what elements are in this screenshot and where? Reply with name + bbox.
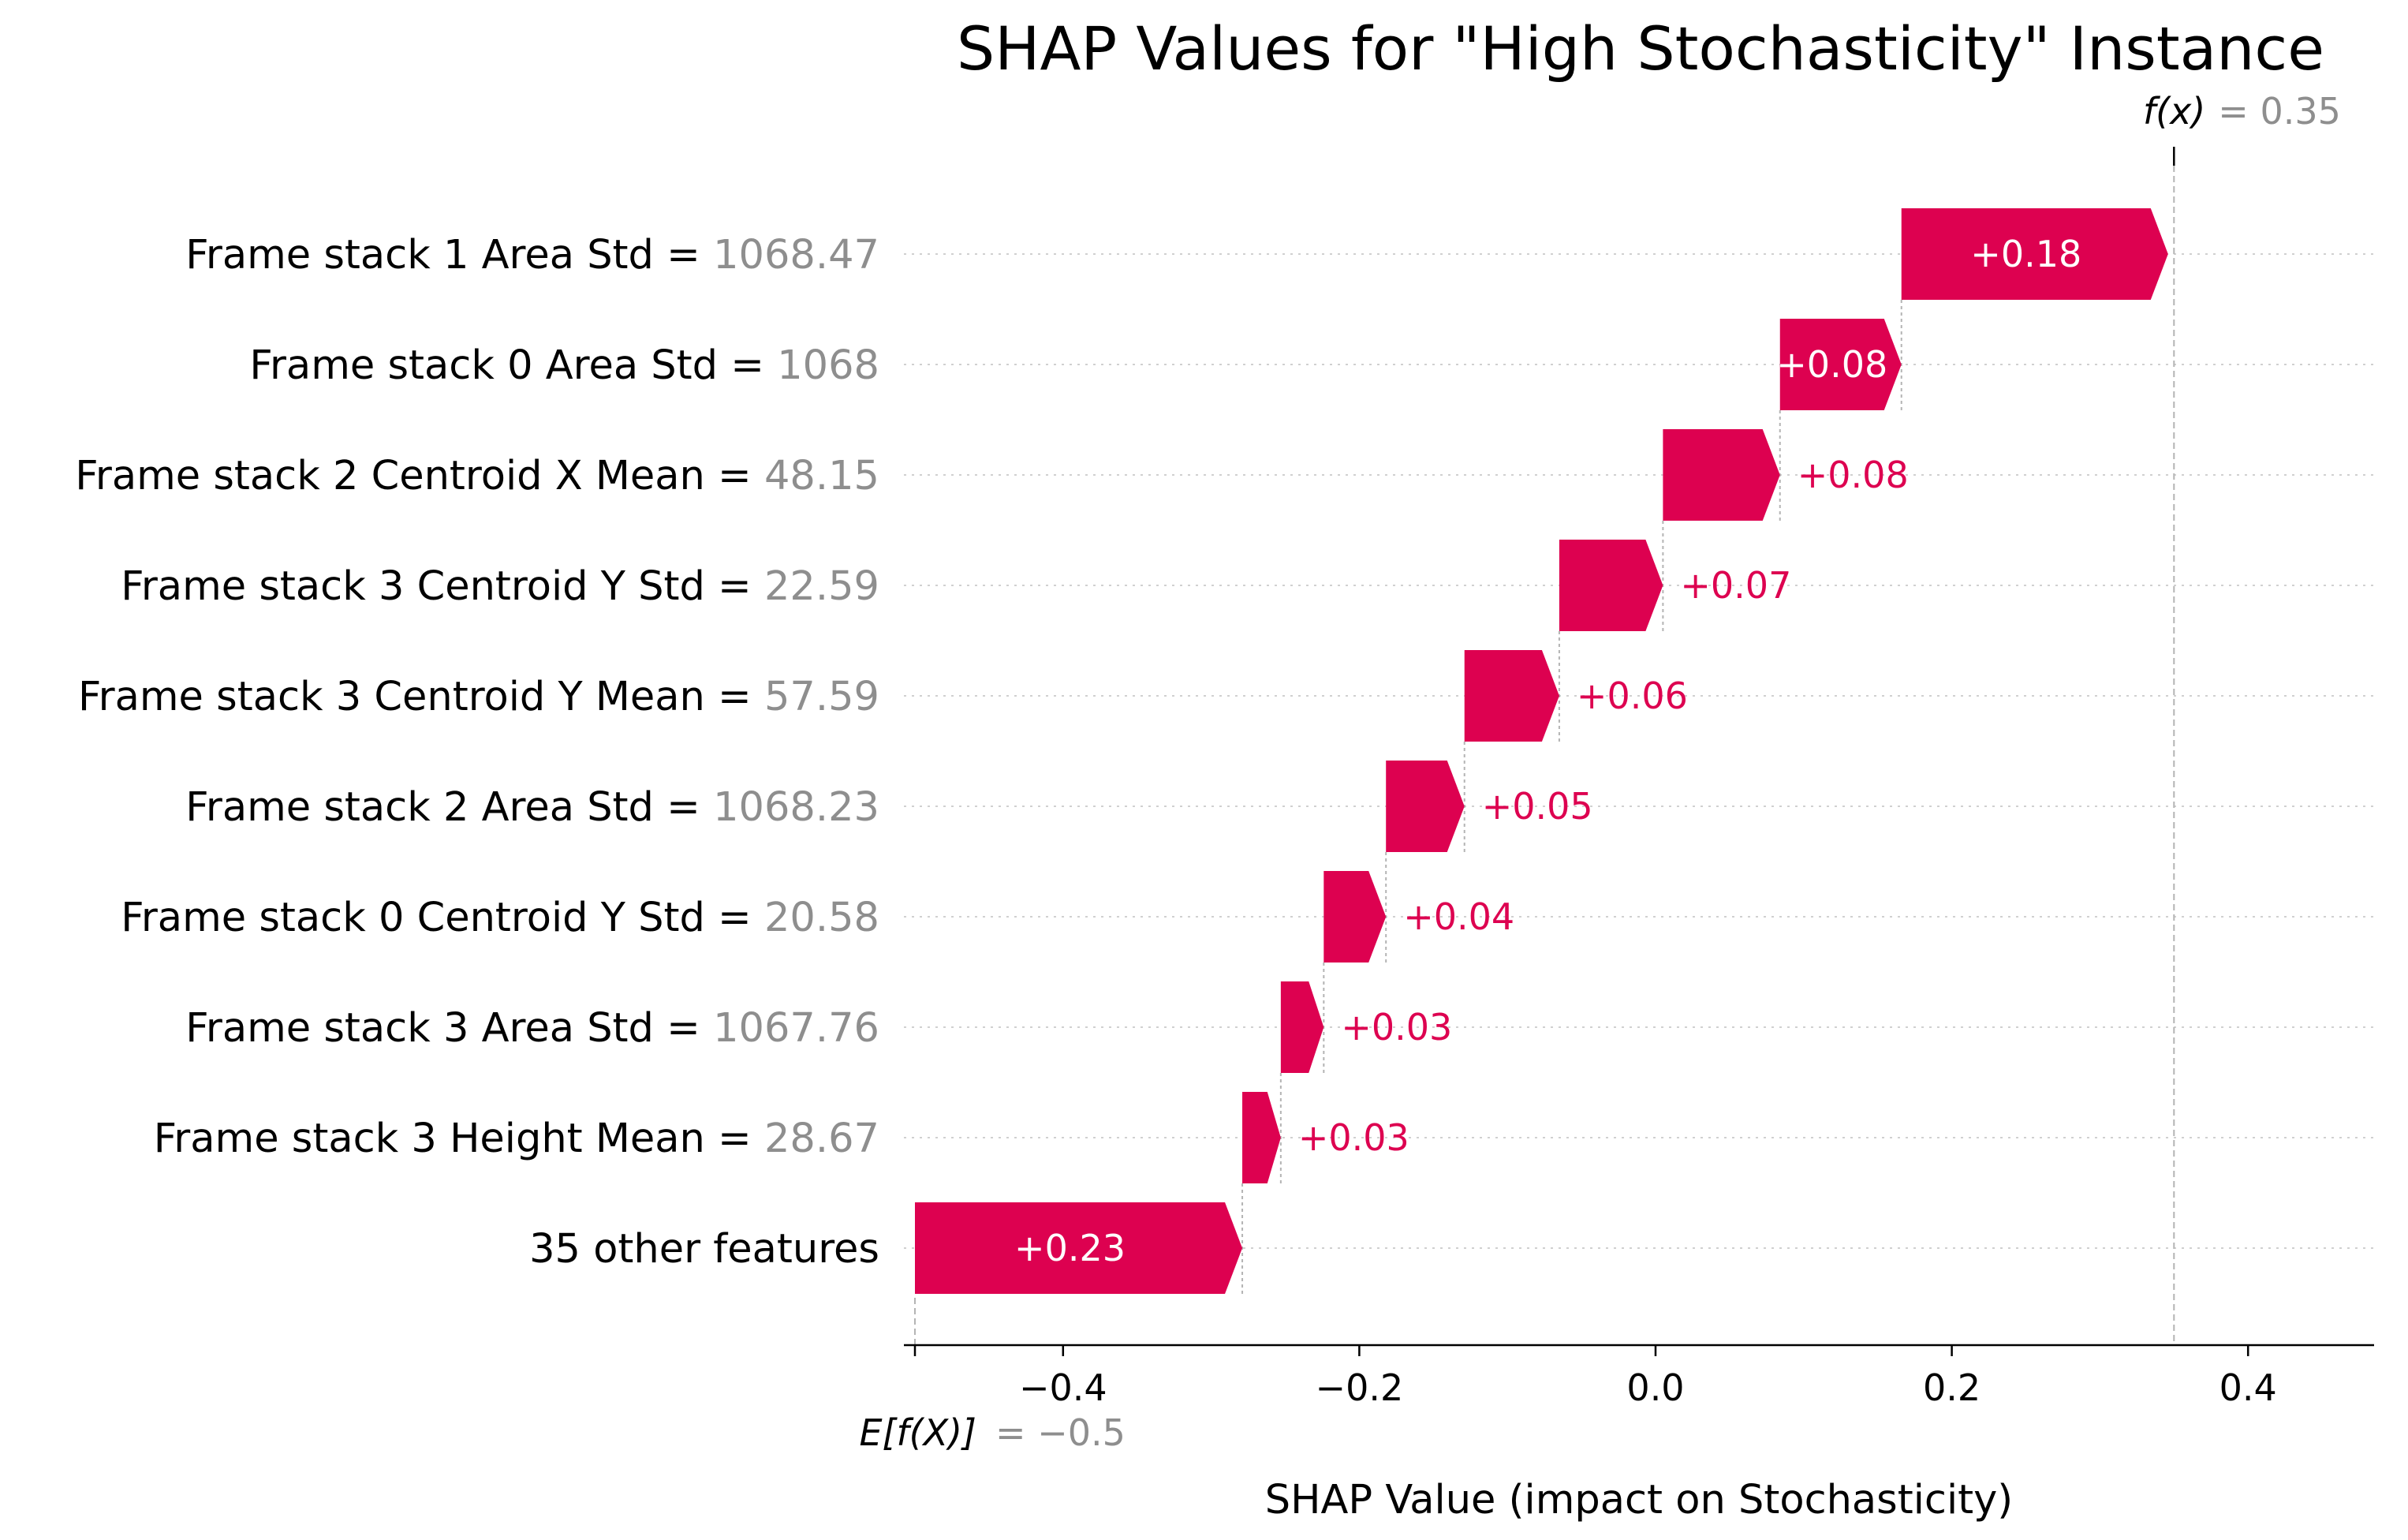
feature-label: Frame stack 0 Area Std = 1068	[249, 342, 879, 389]
bar	[1464, 650, 1559, 742]
bar-value-label: +0.08	[1776, 343, 1887, 386]
feature-label: Frame stack 3 Height Mean = 28.67	[154, 1116, 879, 1162]
bar-value-label: +0.08	[1798, 454, 1909, 496]
feature-value: 20.58	[764, 895, 879, 941]
feature-label: Frame stack 3 Centroid Y Std = 22.59	[121, 563, 879, 610]
grid-lines	[904, 253, 2374, 1249]
feature-label: Frame stack 0 Centroid Y Std = 20.58	[121, 895, 879, 941]
feature-name: Frame stack 0 Centroid Y Std =	[121, 895, 764, 941]
bar	[1663, 429, 1780, 521]
bar	[1901, 208, 2168, 300]
feature-name: Frame stack 3 Area Std =	[185, 1005, 713, 1052]
bar-value-label: +0.18	[1970, 233, 2081, 275]
feature-value: 28.67	[764, 1116, 879, 1162]
bar-value-label: +0.04	[1403, 895, 1514, 938]
bar	[1779, 319, 1902, 410]
output-value-name: f(x)	[2143, 90, 2205, 133]
feature-name: Frame stack 0 Area Std =	[249, 342, 777, 389]
feature-name: Frame stack 3 Centroid Y Mean =	[78, 674, 764, 720]
feature-value: 1068	[777, 342, 879, 389]
feature-name: Frame stack 3 Centroid Y Std =	[121, 563, 764, 610]
x-tick-label: 0.2	[1923, 1366, 1981, 1409]
bars: +0.18 +0.08 +0.08 +0.07 +0.06 +0.05 +0.04 +0.03…	[915, 208, 2168, 1294]
reference-lines	[914, 166, 2175, 1345]
bar	[1386, 761, 1465, 852]
x-tick-label: −0.4	[1019, 1366, 1107, 1409]
x-tick-label: −0.2	[1316, 1366, 1404, 1409]
feature-label: Frame stack 2 Centroid X Mean = 48.15	[75, 453, 879, 499]
bar-value-label: +0.03	[1341, 1006, 1452, 1048]
feature-value: 1068.47	[713, 232, 879, 278]
x-axis-title: SHAP Value (impact on Stochasticity)	[1265, 1477, 2013, 1523]
feature-label: Frame stack 3 Area Std = 1067.76	[185, 1005, 879, 1052]
x-tick-label: 0.4	[2219, 1366, 2277, 1409]
feature-name: Frame stack 1 Area Std =	[185, 232, 713, 278]
feature-label: 35 other features	[529, 1226, 879, 1273]
base-value-label: E[f(X)]	[859, 1411, 976, 1454]
feature-name: Frame stack 3 Height Mean =	[154, 1116, 764, 1162]
feature-value: 1067.76	[713, 1005, 879, 1052]
chart-title: SHAP Values for "High Stochasticity" Ins…	[957, 13, 2324, 84]
bar-value-label: +0.23	[1014, 1227, 1126, 1269]
feature-value: 57.59	[764, 674, 879, 720]
bar-value-label: +0.07	[1680, 564, 1791, 607]
feature-value: 1068.23	[713, 784, 879, 831]
base-value-name: E[f(X)]	[859, 1411, 976, 1454]
bar	[1280, 981, 1324, 1073]
feature-value: 48.15	[764, 453, 879, 499]
feature-name: Frame stack 2 Area Std =	[185, 784, 713, 831]
bar-value-label: +0.03	[1298, 1116, 1409, 1159]
x-tick-label: 0.0	[1626, 1366, 1684, 1409]
feature-label: Frame stack 2 Area Std = 1068.23	[185, 784, 879, 831]
bar	[1323, 871, 1387, 962]
bar-value-label: +0.06	[1577, 675, 1688, 717]
feature-name: Frame stack 2 Centroid X Mean =	[75, 453, 764, 499]
bar	[1559, 540, 1663, 631]
bar	[1242, 1092, 1281, 1183]
feature-label: Frame stack 1 Area Std = 1068.47	[185, 232, 879, 278]
feature-label: Frame stack 3 Centroid Y Mean = 57.59	[78, 674, 879, 720]
feature-value: 22.59	[764, 563, 879, 610]
base-value-number: = −0.5	[995, 1411, 1126, 1454]
bar-value-label: +0.05	[1482, 785, 1593, 828]
x-axis: −0.4 −0.2 0.0 0.2 0.4 E[f(X)] = −0.5 f(x) = 0.35	[859, 90, 2374, 1454]
feature-name: 35 other features	[529, 1226, 879, 1273]
output-value-number: = 0.35	[2218, 90, 2341, 133]
bar	[915, 1202, 1243, 1294]
